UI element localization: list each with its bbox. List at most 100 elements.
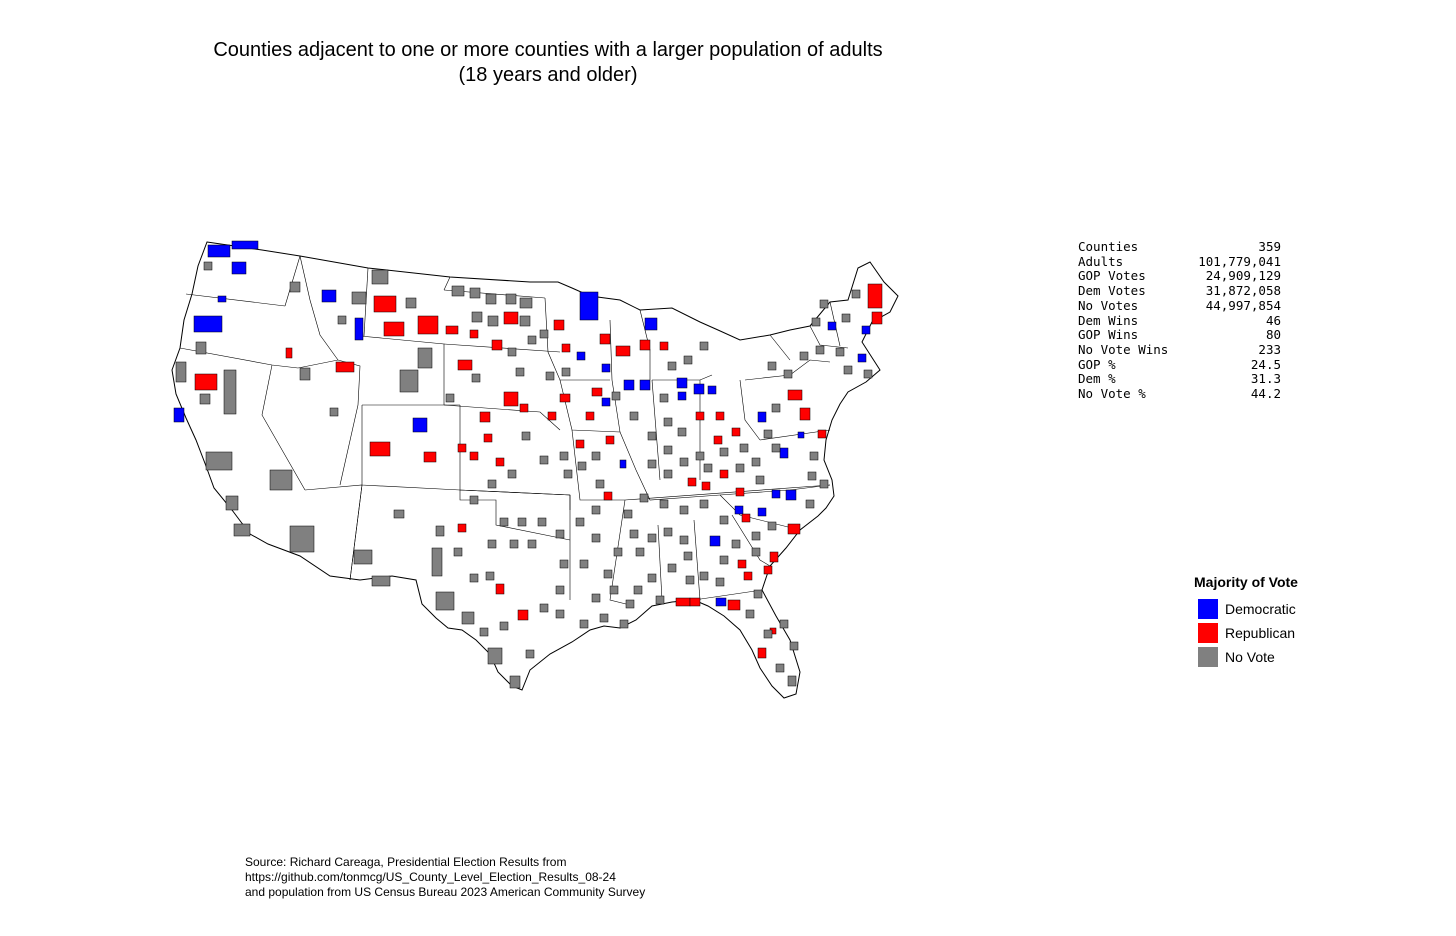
county-republican xyxy=(799,407,811,421)
county-no-vote xyxy=(863,369,873,379)
county-no-vote xyxy=(289,281,301,293)
county-no-vote xyxy=(753,589,763,599)
county-no-vote xyxy=(663,417,673,427)
county-no-vote xyxy=(471,373,481,383)
stat-label: Dem % xyxy=(1078,371,1116,387)
county-no-vote xyxy=(453,547,463,557)
stat-value: 24.5 xyxy=(1250,356,1281,372)
county-no-vote xyxy=(507,347,517,357)
county-no-vote xyxy=(667,563,677,573)
county-no-vote xyxy=(505,293,517,305)
source-line-2: https://github.com/tonmcg/US_County_Leve… xyxy=(245,870,616,884)
county-no-vote xyxy=(819,299,829,309)
county-democratic xyxy=(779,447,789,459)
county-no-vote xyxy=(517,517,527,527)
county-no-vote xyxy=(539,455,549,465)
legend-title: Majority of Vote xyxy=(1194,574,1298,590)
county-republican xyxy=(517,609,529,621)
county-republican xyxy=(871,311,883,325)
county-republican xyxy=(559,393,571,403)
stat-row-no-votes: No Votes 44,997,854 xyxy=(1078,298,1281,314)
county-no-vote xyxy=(699,499,709,509)
county-no-vote xyxy=(783,369,793,379)
stat-label: Adults xyxy=(1078,253,1124,269)
county-no-vote xyxy=(609,585,619,595)
county-no-vote xyxy=(629,411,639,421)
source-note: Source: Richard Careaga, Presidential El… xyxy=(245,855,645,900)
legend-item-republican: Republican xyxy=(1198,621,1334,645)
stat-row-no-vote-pct: No Vote % 44.2 xyxy=(1078,386,1281,402)
county-no-vote xyxy=(647,459,657,469)
county-democratic xyxy=(861,325,871,335)
county-no-vote xyxy=(223,369,237,415)
county-no-vote xyxy=(659,499,669,509)
county-no-vote xyxy=(751,457,761,467)
county-no-vote xyxy=(469,573,479,583)
county-republican xyxy=(603,491,613,501)
county-republican xyxy=(457,523,467,533)
county-no-vote xyxy=(591,451,601,461)
county-republican xyxy=(417,315,439,335)
county-no-vote xyxy=(841,313,851,323)
county-no-vote xyxy=(799,351,809,361)
stat-label: Counties xyxy=(1078,239,1139,254)
county-no-vote xyxy=(479,627,489,637)
county-no-vote xyxy=(603,569,613,579)
county-republican xyxy=(605,435,615,445)
county-no-vote xyxy=(399,369,419,393)
county-republican xyxy=(445,325,459,335)
county-republican xyxy=(741,513,751,523)
county-republican xyxy=(769,551,779,563)
county-democratic xyxy=(785,489,797,501)
stat-row-gop-wins: GOP Wins 80 xyxy=(1078,328,1281,343)
county-no-vote xyxy=(579,559,589,569)
county-no-vote xyxy=(487,315,499,327)
county-republican xyxy=(867,283,883,309)
county-democratic xyxy=(857,353,867,363)
county-no-vote xyxy=(351,291,367,305)
county-no-vote xyxy=(371,269,389,285)
county-no-vote xyxy=(521,431,531,441)
county-democratic xyxy=(579,291,599,321)
title-line-1: Counties adjacent to one or more countie… xyxy=(213,39,883,61)
county-republican xyxy=(194,373,218,391)
county-democratic xyxy=(217,295,227,303)
county-no-vote xyxy=(577,461,587,471)
county-republican xyxy=(695,411,705,421)
county-no-vote xyxy=(487,479,497,489)
county-no-vote xyxy=(679,505,689,515)
county-republican xyxy=(469,451,479,461)
county-republican xyxy=(743,571,753,581)
county-no-vote xyxy=(683,355,693,365)
county-republican xyxy=(369,441,391,457)
county-democratic xyxy=(827,321,837,331)
county-republican xyxy=(731,427,741,437)
county-no-vote xyxy=(659,393,669,403)
county-democratic xyxy=(734,505,744,515)
county-no-vote xyxy=(647,573,657,583)
stat-row-counties: Counties 359 xyxy=(1078,239,1281,255)
county-no-vote xyxy=(815,345,825,355)
county-no-vote xyxy=(763,629,773,639)
county-no-vote xyxy=(811,317,821,327)
county-no-vote xyxy=(633,585,643,595)
county-no-vote xyxy=(507,469,517,479)
county-democratic xyxy=(709,535,721,547)
county-no-vote xyxy=(515,367,525,377)
county-democratic xyxy=(601,397,611,407)
county-no-vote xyxy=(353,549,373,565)
county-democratic xyxy=(771,489,781,499)
county-no-vote xyxy=(719,515,729,525)
county-no-vote xyxy=(579,619,589,629)
stat-value: 24,909,129 xyxy=(1205,268,1281,284)
county-no-vote xyxy=(771,403,781,413)
county-no-vote xyxy=(499,517,509,527)
county-republican xyxy=(787,523,801,535)
stat-label: GOP % xyxy=(1078,356,1116,372)
county-no-vote xyxy=(199,393,211,405)
county-democratic xyxy=(707,385,717,395)
stat-label: No Vote % xyxy=(1078,386,1146,402)
county-no-vote xyxy=(539,603,549,613)
county-no-vote xyxy=(735,463,745,473)
county-republican xyxy=(701,481,711,491)
